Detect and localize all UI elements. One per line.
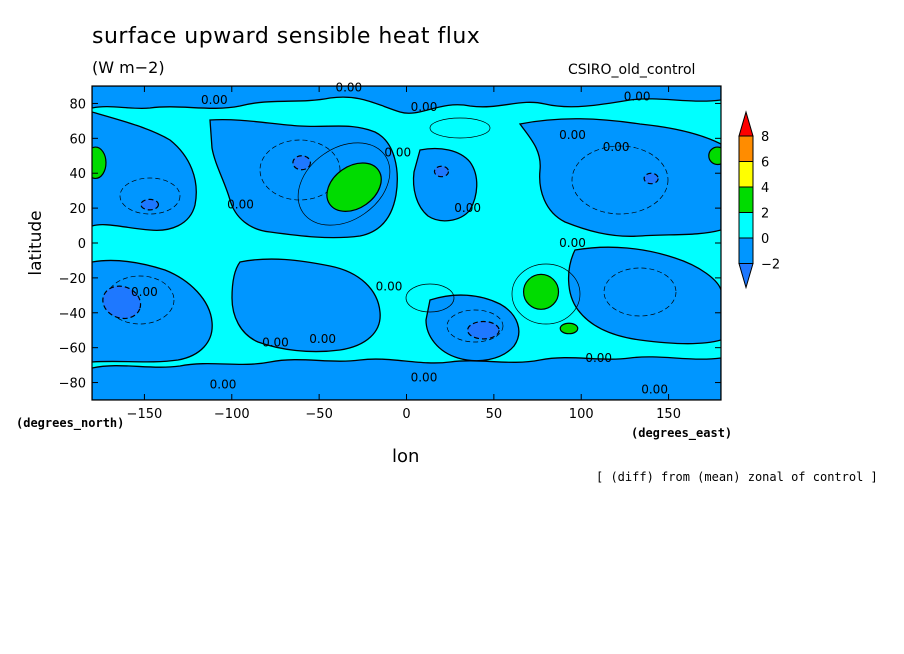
y-tick-label: 20 [69,202,86,217]
colorbar-segment [738,212,754,239]
y-tick-label: −60 [59,342,86,357]
y-tick-label: 80 [69,97,86,112]
colorbar-label: 2 [761,207,769,222]
contour-label: 0.00 [603,140,630,154]
negative-anomaly-cell-6 [140,198,159,211]
colorbar-segment [738,161,754,188]
y-tick-label: −40 [59,307,86,322]
contour-label: 0.00 [227,198,254,212]
contour-label: 0.00 [210,377,237,391]
positive-contours [297,117,581,325]
contour-label: 0.00 [411,370,438,384]
contour-label: 0.00 [131,285,158,299]
contour-label: 0.00 [411,100,438,114]
contour-label: 0.00 [585,351,612,365]
y-tick-label: 40 [69,167,86,182]
y-tick-label: −20 [59,272,86,287]
positive-anomaly-cell-3 [92,146,107,180]
y-tick-label: −80 [59,377,86,392]
contour-label: 0.00 [559,128,586,142]
contour-label: 0.00 [309,332,336,346]
model-label: CSIRO_old_control [568,62,696,78]
contour-label: 0.00 [335,81,362,95]
colorbar-segment [738,237,754,264]
chart-title: surface upward sensible heat flux [92,24,481,49]
field-layer [92,86,721,400]
x-tick-label: 150 [656,407,681,422]
y-tick-label: 0 [78,237,86,252]
x-tick-label: 100 [569,407,594,422]
colorbar-segment [738,186,754,213]
contour-label: 0.00 [384,145,411,159]
contour-label: 0.00 [454,201,481,215]
positive-anomaly-cell-1 [522,273,560,310]
x-tick-label: −150 [127,407,163,422]
negative-anomaly-cell-10 [643,172,659,185]
colorbar-label: −2 [761,258,780,273]
negative-anomaly-regions [92,86,721,400]
colorbar-segment [738,135,754,162]
positive-anomaly-cell-4 [708,146,721,166]
colorbar-label: 8 [761,130,769,145]
anomaly-regions [92,146,721,340]
x-tick-label: 0 [402,407,410,422]
contour-labels: 0.00 0.00 0.00 0.00 0.00 0.00 0.00 0.00 0.00 0.00… [131,81,668,397]
colorbar-label: 6 [761,156,769,171]
contour-label: 0.00 [201,93,228,107]
colorbar-max-triangle [738,110,754,137]
contour-label: 0.00 [559,236,586,250]
negative-anomaly-cell-9 [433,165,450,178]
contour-label: 0.00 [641,383,668,397]
x-tick-label: −100 [214,407,250,422]
chart-units: (W m−2) [92,58,165,77]
colorbar-label: 0 [761,232,769,247]
positive-anomaly-cell-0 [326,162,382,212]
contour-label: 0.00 [376,280,403,294]
x-axis-units: (degrees_east) [631,426,733,440]
difference-note: [ (diff) from (mean) zonal of control ] [596,470,878,484]
colorbar-min-triangle [738,263,754,290]
negative-anomaly-cell-8 [292,155,312,171]
x-tick-label: 50 [486,407,503,422]
y-tick-label: 60 [69,132,86,147]
axis-ticks: −150 −100 −50 0 50 100 150 80 60 40 20 0 −20 −40 −60 −8… [59,86,721,422]
colorbar: −2 0 2 4 6 8 [738,110,780,290]
x-axis-label: lon [392,446,420,467]
contour-label: 0.00 [262,335,289,349]
positive-anomaly-cell-2 [559,322,579,335]
colorbar-label: 4 [761,181,769,196]
contour-label: 0.00 [624,89,651,103]
x-tick-label: −50 [305,407,332,422]
negative-anomaly-cell-5 [102,285,142,320]
negative-anomaly-cell-7 [467,320,500,340]
y-axis-units: (degrees_north) [16,416,125,430]
